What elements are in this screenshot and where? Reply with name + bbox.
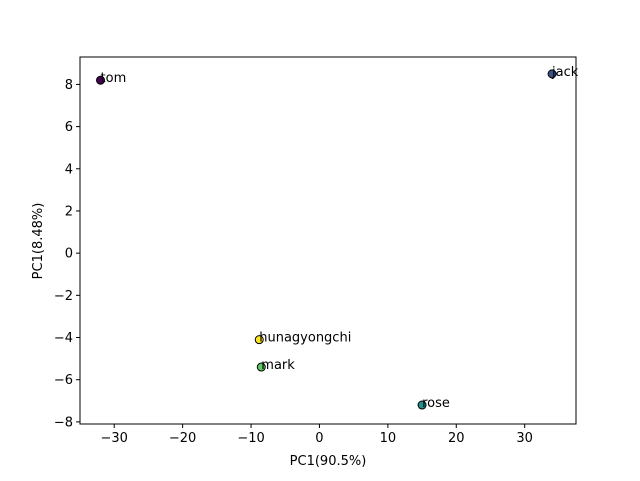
y-tick-label: −6 — [54, 373, 73, 388]
x-tick-label: −20 — [169, 431, 196, 446]
x-axis-ticks: −30 −20 −10 0 10 20 30 — [100, 424, 533, 446]
point-label: rose — [422, 396, 450, 411]
y-tick-label: −8 — [54, 415, 73, 430]
point-label: hunagyongchi — [259, 331, 351, 346]
x-tick-label: −30 — [100, 431, 127, 446]
point-label: mark — [261, 358, 295, 373]
data-point — [547, 69, 557, 79]
y-tick-label: 6 — [65, 120, 73, 135]
data-point — [254, 335, 264, 345]
y-axis-ticks: −8 −6 −4 −2 0 2 4 6 8 — [54, 78, 80, 430]
y-tick-label: 8 — [65, 78, 73, 93]
x-tick-label: 30 — [516, 431, 533, 446]
plot-frame — [79, 56, 577, 425]
y-tick-label: 2 — [65, 204, 73, 219]
point-label: jack — [551, 65, 579, 80]
y-tick-label: 0 — [65, 247, 73, 262]
x-tick-label: 10 — [380, 431, 397, 446]
points-layer — [96, 69, 557, 410]
x-tick-label: 20 — [448, 431, 465, 446]
point-labels-layer: tom jack rose mark hunagyongchi — [101, 65, 579, 411]
x-tick-label: 0 — [315, 431, 323, 446]
data-point — [417, 400, 427, 410]
y-axis-label: PC1(8.48%) — [31, 203, 46, 280]
data-point — [256, 362, 266, 372]
y-tick-label: −4 — [54, 331, 73, 346]
x-tick-label: −10 — [237, 431, 264, 446]
data-point — [96, 75, 106, 85]
y-tick-label: −2 — [54, 289, 73, 304]
x-axis-label: PC1(90.5%) — [290, 454, 367, 469]
y-tick-label: 4 — [65, 162, 73, 177]
point-label: tom — [101, 71, 127, 86]
